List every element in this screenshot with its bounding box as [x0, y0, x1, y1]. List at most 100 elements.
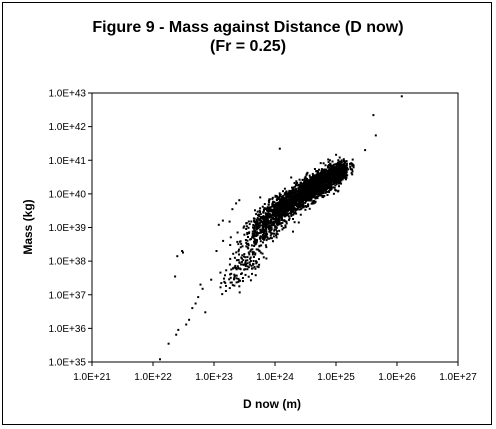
- data-point: [278, 195, 281, 198]
- data-point: [299, 205, 301, 208]
- data-point: [270, 214, 273, 217]
- data-point: [322, 162, 325, 165]
- data-point: [276, 212, 279, 215]
- data-point: [295, 212, 298, 215]
- data-point: [269, 218, 272, 221]
- data-point: [280, 212, 283, 215]
- data-point: [295, 180, 298, 183]
- data-point: [304, 175, 307, 178]
- data-point: [334, 171, 337, 174]
- data-point: [289, 212, 291, 215]
- data-point: [328, 172, 331, 175]
- data-point: [237, 280, 240, 283]
- data-point: [293, 182, 296, 184]
- data-point: [318, 180, 321, 182]
- data-point: [236, 231, 239, 234]
- data-point: [292, 186, 295, 189]
- data-point: [320, 188, 323, 191]
- data-point: [275, 209, 278, 211]
- data-point: [272, 224, 275, 227]
- data-point: [316, 175, 319, 178]
- data-point: [265, 226, 268, 229]
- data-point: [299, 194, 302, 197]
- data-point: [259, 207, 262, 210]
- data-point: [246, 262, 249, 265]
- data-point: [315, 193, 318, 196]
- data-point: [269, 222, 272, 225]
- data-point: [246, 259, 249, 262]
- data-point: [265, 219, 268, 222]
- data-point: [284, 203, 287, 206]
- data-point: [330, 169, 332, 172]
- data-point: [339, 168, 342, 171]
- data-point: [277, 217, 280, 220]
- data-point: [204, 311, 207, 314]
- data-point: [279, 201, 282, 204]
- data-point: [259, 237, 262, 240]
- y-tick-label: 1.0E+40: [48, 189, 86, 200]
- data-point: [296, 203, 299, 205]
- data-point: [276, 222, 279, 225]
- data-point: [328, 166, 330, 169]
- data-point: [321, 176, 324, 179]
- chart-subtitle: (Fr = 0.25): [209, 38, 287, 55]
- data-point: [258, 232, 261, 235]
- data-point: [238, 248, 240, 251]
- data-point: [291, 206, 294, 209]
- data-point: [265, 227, 268, 230]
- data-point: [268, 224, 270, 227]
- data-point: [215, 250, 218, 252]
- data-point: [328, 170, 330, 173]
- data-point: [332, 163, 335, 166]
- data-point: [303, 187, 306, 190]
- data-point: [324, 172, 327, 175]
- data-point: [274, 217, 277, 220]
- data-point: [272, 216, 274, 219]
- data-point: [288, 196, 291, 198]
- data-point: [297, 191, 300, 194]
- data-point: [301, 199, 304, 201]
- data-point: [335, 181, 338, 183]
- y-tick-label: 1.0E+35: [48, 358, 86, 369]
- data-point: [291, 197, 294, 200]
- data-point: [181, 250, 184, 252]
- data-point: [331, 177, 334, 180]
- data-point: [284, 226, 287, 229]
- data-point: [264, 225, 267, 228]
- data-point: [338, 172, 341, 175]
- data-point: [223, 280, 226, 283]
- data-point: [336, 178, 339, 181]
- data-point: [313, 195, 316, 198]
- data-point: [267, 226, 270, 229]
- data-point: [312, 188, 315, 191]
- data-point: [307, 188, 310, 191]
- data-point: [256, 217, 259, 220]
- data-point: [275, 214, 278, 217]
- data-point: [255, 213, 258, 216]
- data-point: [312, 200, 315, 203]
- x-tick-label: 1.0E+21: [73, 372, 111, 383]
- data-point: [268, 201, 271, 204]
- data-point: [257, 266, 260, 269]
- data-point: [228, 263, 231, 266]
- data-point: [262, 256, 265, 259]
- data-point: [292, 187, 294, 190]
- data-point: [319, 172, 322, 175]
- data-point: [275, 220, 278, 223]
- data-point: [175, 333, 178, 336]
- data-point: [268, 237, 271, 240]
- data-point: [291, 210, 294, 213]
- data-point: [273, 215, 276, 217]
- data-point: [343, 160, 345, 162]
- data-point: [325, 177, 328, 180]
- data-point: [221, 293, 224, 296]
- data-point: [269, 234, 272, 237]
- data-point: [339, 177, 342, 180]
- data-point: [318, 175, 321, 178]
- y-axis: 1.0E+35 1.0E+36 1.0E+37 1.0E+38 1.0E+39 1.0E+…: [48, 89, 92, 369]
- data-point: [322, 179, 325, 182]
- data-point: [283, 212, 286, 215]
- data-point: [329, 181, 332, 184]
- data-point: [256, 265, 259, 268]
- data-point: [300, 193, 303, 195]
